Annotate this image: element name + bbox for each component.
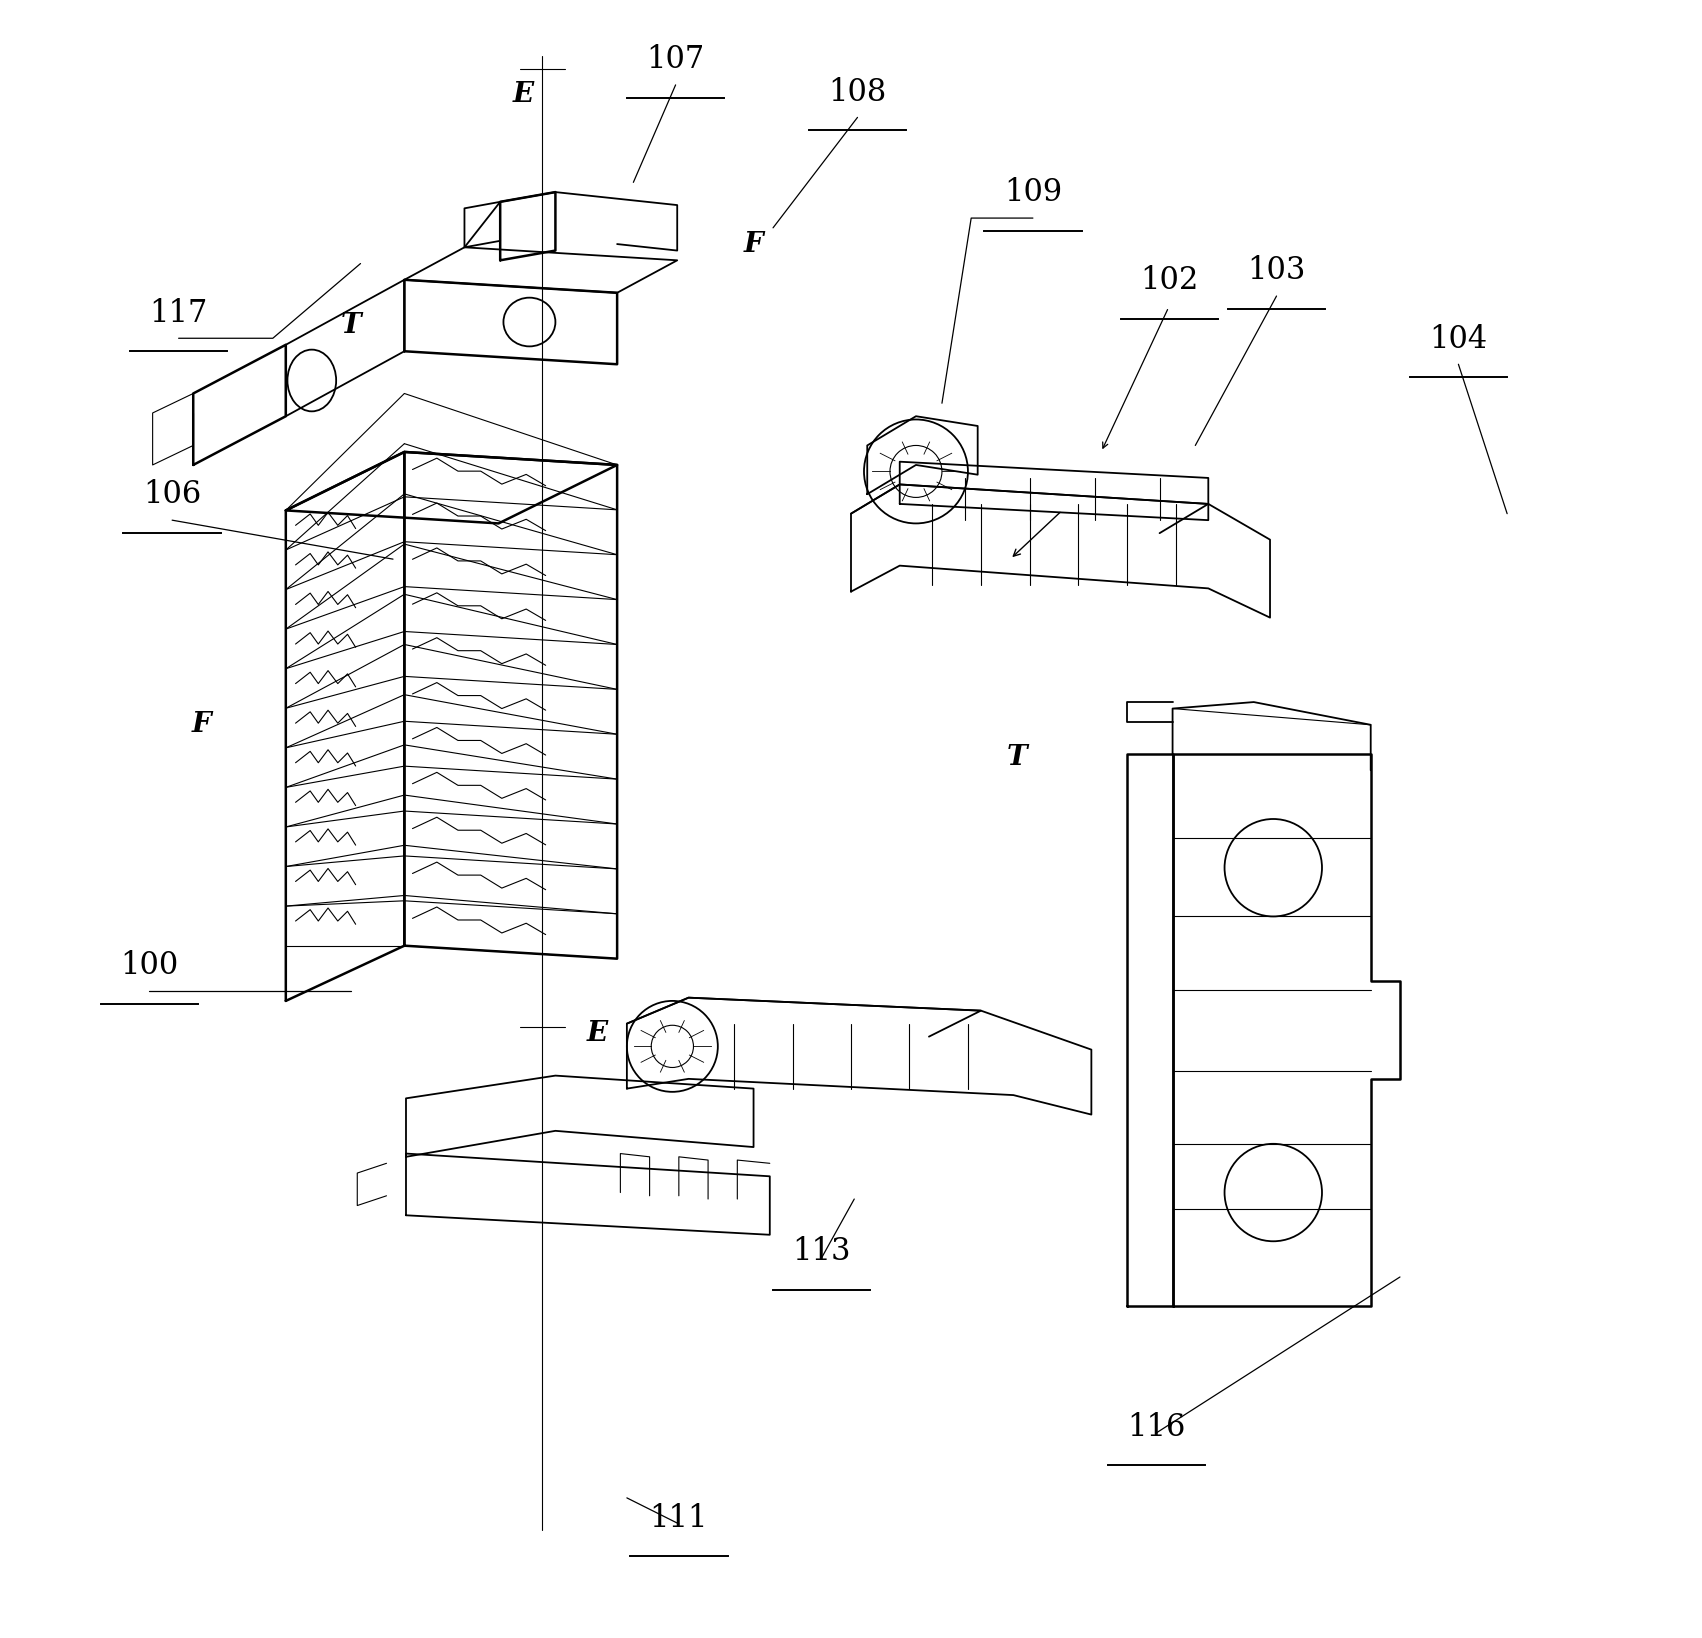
Text: 108: 108 xyxy=(829,77,887,108)
Text: F: F xyxy=(744,231,764,257)
Text: T: T xyxy=(1006,744,1026,771)
Text: T: T xyxy=(340,311,361,339)
Text: 100: 100 xyxy=(121,950,179,981)
Text: E: E xyxy=(587,1020,608,1047)
Text: 111: 111 xyxy=(650,1502,708,1533)
Text: 102: 102 xyxy=(1140,265,1198,296)
Text: E: E xyxy=(512,82,533,108)
Text: 106: 106 xyxy=(143,480,201,511)
Text: 104: 104 xyxy=(1430,323,1488,354)
Text: 116: 116 xyxy=(1127,1412,1186,1443)
Text: 113: 113 xyxy=(793,1237,851,1268)
Text: F: F xyxy=(192,711,211,739)
Text: 117: 117 xyxy=(150,298,208,329)
Text: 109: 109 xyxy=(1004,177,1062,208)
Text: 103: 103 xyxy=(1248,256,1305,287)
Text: 107: 107 xyxy=(647,44,705,75)
